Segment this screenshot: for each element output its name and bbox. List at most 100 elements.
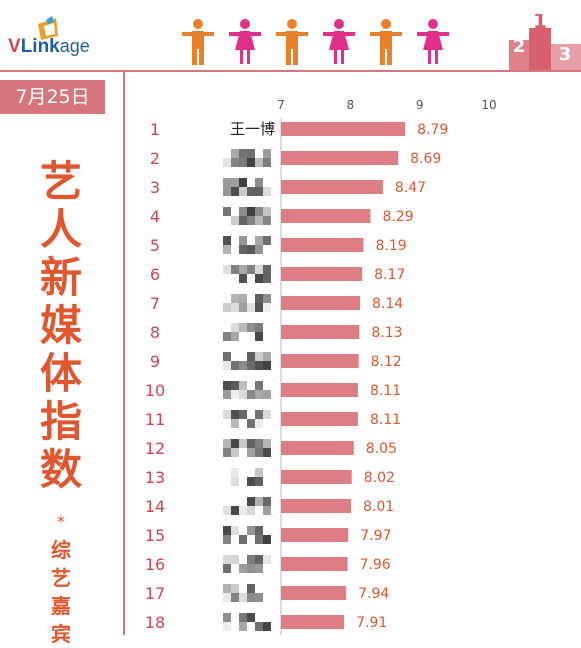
rank-label: 5 (150, 236, 160, 255)
value-label: 8.13 (371, 325, 402, 341)
woman-icon (417, 19, 449, 64)
value-label: 8.02 (364, 470, 395, 486)
value-label: 8.12 (371, 354, 402, 370)
svg-text:3: 3 (559, 44, 572, 65)
subtitle-char: 嘉 (51, 594, 71, 618)
rank-label: 1 (150, 120, 160, 139)
woman-icon (323, 19, 355, 64)
subtitle-char: 综 (51, 538, 71, 562)
bar-chart: 7 8 9 10 1 王一博 8.79 2 8.69 3 8.47 4 8.29 5 8.19 6 8.17 7 8… (145, 98, 497, 635)
blurred-name (223, 294, 271, 312)
bar (281, 528, 349, 542)
blurred-name (223, 381, 271, 399)
logo-age: age (59, 36, 90, 56)
people-icons (182, 19, 449, 65)
rank-label: 14 (145, 497, 165, 516)
woman-icon (229, 19, 261, 64)
bar (281, 615, 345, 629)
title-char: 艺 (39, 157, 82, 206)
x-tick-label: 7 (277, 98, 285, 112)
man-icon (370, 19, 402, 65)
blurred-name (223, 265, 271, 283)
blurred-name (223, 178, 271, 196)
rank-label: 7 (150, 294, 160, 313)
rank-label: 3 (150, 178, 160, 197)
x-tick-label: 9 (416, 98, 424, 112)
value-label: 7.96 (360, 557, 391, 573)
blurred-name (223, 497, 271, 515)
rank-label: 4 (150, 207, 160, 226)
svg-text:2: 2 (513, 36, 526, 57)
value-label: 8.05 (366, 441, 397, 457)
bar (281, 296, 361, 310)
value-label: 8.69 (410, 151, 441, 167)
rank-label: 17 (145, 584, 165, 603)
rank-label: 11 (145, 410, 165, 429)
bar (281, 122, 406, 136)
title-char: 新 (39, 253, 82, 302)
value-label: 7.91 (356, 615, 387, 631)
podium-icon: 2 1 3 (509, 14, 581, 72)
bar (281, 470, 352, 484)
rank-label: 8 (150, 323, 160, 342)
rank-label: 16 (145, 555, 165, 574)
bar (281, 238, 364, 252)
blurred-name (223, 207, 271, 225)
logo-v: V (8, 36, 21, 57)
value-label: 8.19 (376, 238, 407, 254)
subtitle-char: 宾 (51, 622, 71, 646)
blurred-name (223, 439, 271, 457)
sidebar (0, 72, 125, 635)
value-label: 7.97 (360, 528, 391, 544)
x-tick-label: 10 (481, 98, 496, 112)
vlinkage-logo: VLinkage (8, 36, 90, 58)
rank-label: 15 (145, 526, 165, 545)
blurred-name (223, 526, 271, 544)
bar (281, 586, 347, 600)
value-label: 8.47 (395, 180, 426, 196)
blurred-name (223, 410, 271, 428)
blurred-name (223, 555, 271, 573)
bar (281, 267, 363, 281)
bar (281, 209, 371, 223)
title-char: 媒 (39, 301, 82, 350)
blurred-name (223, 352, 271, 370)
blurred-name (223, 236, 271, 254)
value-label: 8.01 (363, 499, 394, 515)
vertical-title: 艺人新媒体指数 (34, 158, 88, 494)
sidebar-divider (123, 72, 125, 635)
bar (281, 412, 358, 426)
blurred-name (231, 468, 263, 486)
rank-label: 2 (150, 149, 160, 168)
title-char: 人 (39, 205, 82, 254)
rank-label: 6 (150, 265, 160, 284)
bar (281, 325, 360, 339)
header: VLinkage 2 1 3 (0, 0, 581, 72)
bar (281, 557, 348, 571)
value-label: 8.29 (382, 209, 413, 225)
title-star: * (57, 512, 65, 531)
artist-name: 王一博 (230, 120, 275, 138)
value-label: 8.79 (417, 122, 448, 138)
man-icon (276, 19, 308, 65)
rank-label: 10 (145, 381, 165, 400)
logo-emblem-icon (38, 16, 58, 40)
value-label: 8.11 (370, 383, 401, 399)
value-label: 8.14 (372, 296, 403, 312)
bar (281, 354, 359, 368)
blurred-name (223, 584, 263, 602)
rank-label: 13 (145, 468, 165, 487)
value-label: 8.11 (370, 412, 401, 428)
rank-label: 9 (150, 352, 160, 371)
bar (281, 180, 383, 194)
rank-label: 18 (145, 613, 165, 632)
blurred-name (223, 323, 263, 341)
title-char: 数 (39, 445, 82, 494)
svg-text:1: 1 (533, 14, 547, 33)
rank-label: 12 (145, 439, 165, 458)
value-label: 8.17 (374, 267, 405, 283)
man-icon (182, 19, 214, 65)
title-char: 指 (39, 397, 82, 446)
header-divider (0, 70, 581, 72)
value-label: 7.94 (358, 586, 389, 602)
